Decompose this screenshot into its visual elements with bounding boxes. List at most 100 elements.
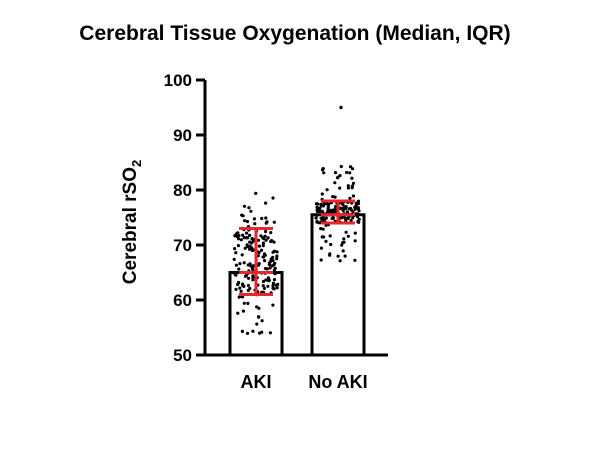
error-bars-layer bbox=[239, 199, 355, 296]
data-point bbox=[353, 231, 357, 235]
data-point bbox=[271, 255, 275, 259]
data-point bbox=[272, 278, 277, 282]
data-point bbox=[351, 194, 355, 198]
data-point bbox=[245, 219, 250, 224]
data-point bbox=[346, 234, 350, 238]
data-point bbox=[324, 216, 328, 220]
y-tick-label-70: 70 bbox=[173, 236, 192, 255]
data-point bbox=[353, 239, 357, 243]
data-point bbox=[333, 195, 337, 199]
data-point bbox=[346, 186, 350, 190]
data-point bbox=[249, 264, 253, 268]
y-tick-label-80: 80 bbox=[173, 181, 192, 200]
data-point bbox=[356, 219, 360, 224]
data-point bbox=[338, 259, 342, 263]
data-point bbox=[353, 258, 357, 262]
data-point bbox=[275, 257, 279, 261]
data-point bbox=[242, 261, 246, 265]
data-point bbox=[247, 276, 251, 280]
data-point bbox=[266, 276, 270, 280]
data-point bbox=[338, 174, 342, 178]
data-point bbox=[320, 168, 325, 172]
data-point bbox=[345, 170, 349, 175]
data-point bbox=[247, 206, 251, 210]
data-point bbox=[342, 237, 346, 241]
data-point bbox=[243, 274, 248, 278]
data-point bbox=[260, 319, 264, 323]
data-point bbox=[237, 280, 241, 285]
data-point bbox=[319, 246, 323, 250]
data-point bbox=[356, 207, 360, 211]
data-point bbox=[242, 301, 246, 305]
data-point bbox=[263, 259, 267, 263]
data-point bbox=[273, 272, 277, 276]
data-point bbox=[232, 257, 236, 261]
data-point bbox=[356, 212, 360, 216]
data-point bbox=[245, 231, 249, 235]
data-point bbox=[322, 235, 326, 239]
data-point bbox=[264, 229, 268, 234]
data-point bbox=[353, 205, 357, 209]
data-point bbox=[261, 241, 266, 245]
data-point bbox=[268, 266, 272, 270]
data-point bbox=[258, 331, 262, 335]
data-point bbox=[272, 263, 276, 267]
data-point bbox=[267, 261, 271, 265]
data-point bbox=[272, 220, 276, 224]
data-point bbox=[259, 248, 264, 252]
data-point bbox=[319, 204, 324, 208]
data-point bbox=[234, 263, 238, 267]
data-point bbox=[328, 252, 332, 256]
data-point bbox=[248, 233, 252, 237]
data-point bbox=[241, 282, 245, 286]
y-axis-label: Cerebral rSO2 bbox=[120, 160, 144, 284]
data-point bbox=[241, 233, 245, 237]
y-tick-label-60: 60 bbox=[173, 291, 192, 310]
data-point bbox=[329, 242, 333, 247]
data-point bbox=[315, 220, 319, 224]
data-point bbox=[331, 216, 336, 220]
data-point bbox=[271, 250, 275, 254]
data-point bbox=[348, 196, 352, 200]
data-point bbox=[239, 238, 243, 242]
data-point bbox=[264, 221, 268, 225]
data-point bbox=[251, 275, 256, 279]
data-point bbox=[324, 239, 328, 243]
data-point bbox=[236, 244, 240, 248]
data-point bbox=[319, 258, 323, 262]
data-point bbox=[315, 213, 319, 217]
data-point bbox=[264, 201, 268, 205]
data-point bbox=[253, 222, 257, 226]
data-point bbox=[234, 273, 238, 277]
data-point bbox=[236, 311, 240, 315]
data-point bbox=[261, 284, 265, 288]
data-point bbox=[264, 238, 268, 242]
data-point bbox=[241, 295, 245, 299]
data-point bbox=[248, 240, 252, 244]
data-point bbox=[319, 227, 323, 231]
data-point bbox=[320, 192, 324, 196]
data-point bbox=[250, 246, 254, 250]
data-point bbox=[261, 244, 265, 248]
data-point bbox=[264, 278, 268, 282]
data-point bbox=[318, 209, 322, 214]
data-point bbox=[344, 207, 348, 211]
data-point bbox=[246, 283, 250, 288]
data-point bbox=[255, 305, 259, 309]
data-point bbox=[272, 240, 276, 244]
data-point bbox=[245, 331, 250, 335]
data-point bbox=[333, 171, 338, 175]
data-point bbox=[237, 267, 241, 271]
data-point bbox=[275, 250, 279, 254]
data-point bbox=[234, 232, 238, 236]
data-point bbox=[259, 234, 263, 238]
data-point bbox=[270, 239, 274, 243]
data-point bbox=[243, 246, 247, 250]
data-point bbox=[338, 186, 342, 190]
data-point bbox=[263, 253, 267, 257]
data-point bbox=[327, 202, 331, 206]
data-point bbox=[264, 216, 268, 220]
data-point bbox=[260, 216, 264, 221]
data-point bbox=[271, 303, 275, 307]
data-point bbox=[256, 263, 260, 267]
